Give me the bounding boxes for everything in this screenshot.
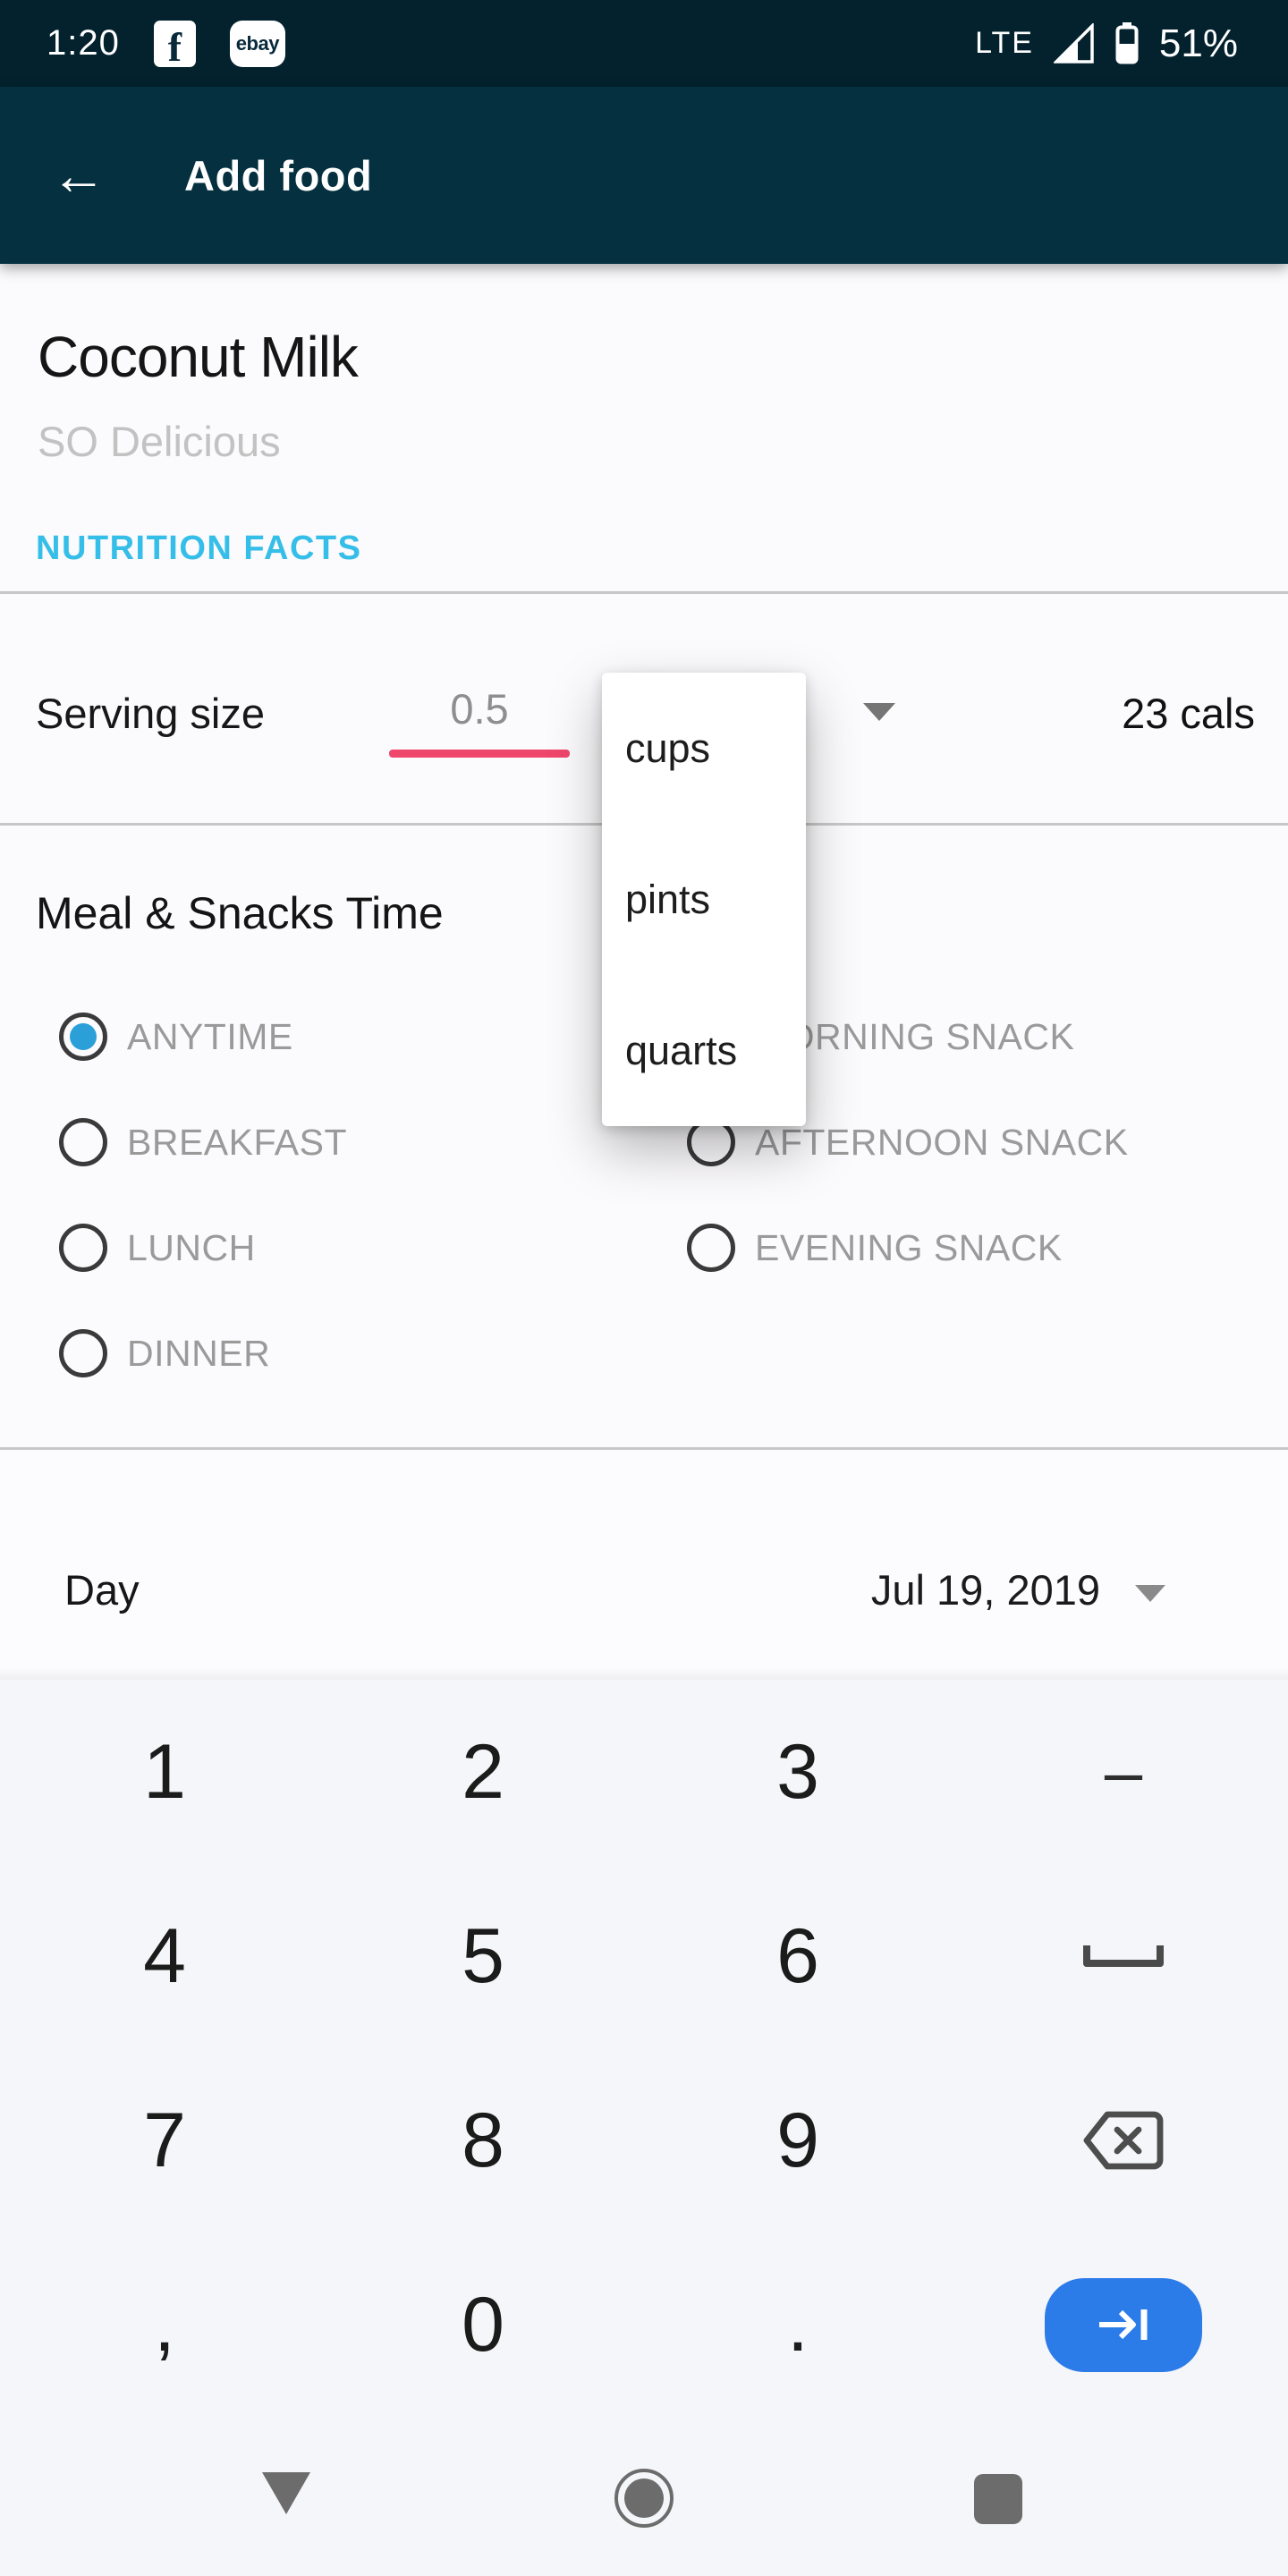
radio-button[interactable] xyxy=(59,1118,107,1166)
backspace-key-icon xyxy=(1083,2111,1164,2170)
keypad-background xyxy=(0,1680,1288,2576)
radio-option-lunch[interactable]: LUNCH xyxy=(59,1224,256,1272)
food-name: Coconut Milk xyxy=(38,325,359,389)
key-7[interactable]: 7 xyxy=(143,2097,186,2183)
radio-button[interactable] xyxy=(59,1013,107,1061)
key-1[interactable]: 1 xyxy=(143,1728,186,1815)
radio-option-evening-snack[interactable]: EVENING SNACK xyxy=(687,1224,1063,1272)
nav-home-core xyxy=(624,2479,664,2518)
status-right: LTE 51% xyxy=(975,21,1238,66)
navigation-bar xyxy=(0,2433,1288,2576)
radio-button[interactable] xyxy=(59,1224,107,1272)
page-title: Add food xyxy=(184,151,373,199)
key-space[interactable] xyxy=(959,1864,1288,2048)
day-row-background xyxy=(0,1450,1288,1680)
key-period[interactable]: . xyxy=(787,2281,809,2368)
day-label: Day xyxy=(64,1566,140,1614)
key-enter[interactable] xyxy=(959,2233,1288,2417)
key-2[interactable]: 2 xyxy=(462,1728,504,1815)
enter-button[interactable] xyxy=(1045,2277,1202,2372)
nav-home-circle-icon[interactable] xyxy=(614,2469,674,2528)
key-0[interactable]: 0 xyxy=(462,2281,504,2368)
day-value[interactable]: Jul 19, 2019 xyxy=(870,1566,1100,1614)
key-comma[interactable]: , xyxy=(154,2281,175,2368)
space-key-icon xyxy=(1083,1945,1164,1967)
facebook-icon: f xyxy=(153,20,196,67)
unit-option-cups[interactable]: cups xyxy=(625,724,711,771)
radio-label: LUNCH xyxy=(127,1226,256,1268)
key-backspace[interactable] xyxy=(959,2048,1288,2233)
radio-label: ANYTIME xyxy=(127,1015,293,1057)
radio-label: DINNER xyxy=(127,1332,271,1374)
battery-percent: 51% xyxy=(1158,21,1238,65)
key-5[interactable]: 5 xyxy=(462,1912,504,1999)
radio-label: MORNING SNACK xyxy=(755,1015,1075,1057)
unit-option-quarts[interactable]: quarts xyxy=(625,1027,738,1073)
numeric-keypad: 1 2 3 – 4 5 6 7 8 9 , 0 . xyxy=(0,1680,1288,2417)
network-type: LTE xyxy=(975,26,1034,60)
serving-size-input[interactable]: 0.5 xyxy=(450,685,509,733)
serving-size-underline xyxy=(389,750,570,758)
day-caret-down-icon[interactable] xyxy=(1135,1585,1165,1602)
nav-recents-square-icon[interactable] xyxy=(974,2474,1022,2524)
key-9[interactable]: 9 xyxy=(776,2097,819,2183)
nutrition-facts-link[interactable]: NUTRITION FACTS xyxy=(36,530,362,567)
clock: 1:20 xyxy=(47,23,120,63)
radio-label: AFTERNOON SNACK xyxy=(755,1121,1129,1163)
unit-option-pints[interactable]: pints xyxy=(625,876,711,922)
signal-icon xyxy=(1053,22,1094,64)
key-8[interactable]: 8 xyxy=(462,2097,504,2183)
radio-button[interactable] xyxy=(687,1224,735,1272)
radio-option-dinner[interactable]: DINNER xyxy=(59,1329,270,1377)
app-bar: ← Add food xyxy=(0,87,1288,264)
enter-key-icon xyxy=(1099,2309,1148,2340)
key-3[interactable]: 3 xyxy=(776,1728,819,1815)
key-4[interactable]: 4 xyxy=(143,1912,186,1999)
unit-caret-down-icon[interactable] xyxy=(863,703,895,721)
divider xyxy=(0,591,1288,594)
status-bar: 1:20 f ebay LTE 51% xyxy=(0,0,1288,87)
radio-option-anytime[interactable]: ANYTIME xyxy=(59,1013,293,1061)
radio-label: EVENING SNACK xyxy=(755,1226,1063,1268)
key-minus[interactable]: – xyxy=(1104,1733,1143,1810)
radio-label: BREAKFAST xyxy=(127,1121,348,1163)
divider xyxy=(0,1447,1288,1450)
food-brand: SO Delicious xyxy=(38,418,281,465)
radio-button[interactable] xyxy=(59,1329,107,1377)
battery-icon xyxy=(1115,21,1139,64)
radio-option-breakfast[interactable]: BREAKFAST xyxy=(59,1118,347,1166)
radio-option-afternoon-snack[interactable]: AFTERNOON SNACK xyxy=(687,1118,1129,1166)
calories-value: 23 cals xyxy=(1122,690,1255,737)
nav-back-triangle-down-icon[interactable] xyxy=(262,2472,310,2514)
back-button[interactable]: ← xyxy=(51,144,106,207)
ebay-icon: ebay xyxy=(229,20,285,67)
key-6[interactable]: 6 xyxy=(776,1912,819,1999)
unit-dropdown-menu: cups pints quarts xyxy=(602,673,806,1126)
serving-size-label: Serving size xyxy=(36,690,265,737)
meal-section-title: Meal & Snacks Time xyxy=(36,888,444,938)
